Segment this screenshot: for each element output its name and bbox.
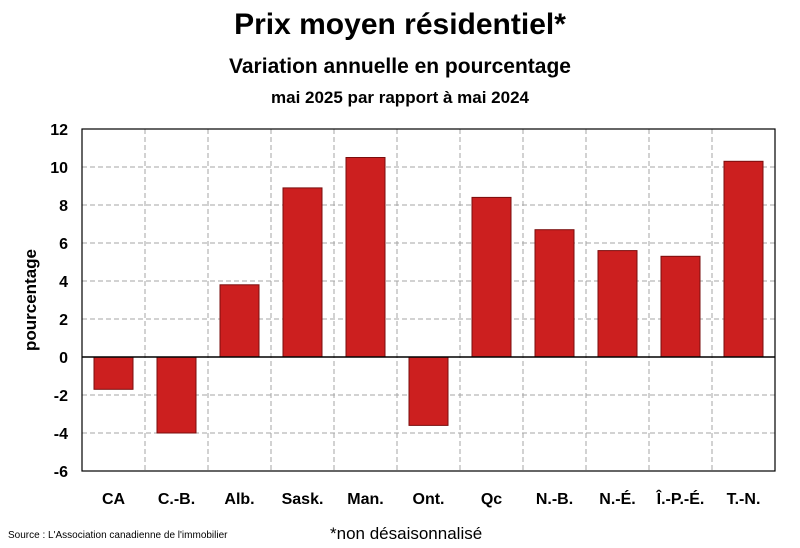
y-tick-label: 6 <box>59 236 68 253</box>
bar-8 <box>534 229 575 358</box>
x-category-label: Sask. <box>282 491 324 508</box>
bar-9 <box>597 250 638 358</box>
y-tick-label: 2 <box>59 312 68 329</box>
bar-5 <box>345 157 386 358</box>
y-tick-label: -4 <box>54 426 68 443</box>
x-category-label: Î.-P.-É. <box>656 489 705 508</box>
bar-4 <box>282 187 323 358</box>
plot-frame <box>81 128 776 472</box>
x-category-label: Alb. <box>224 491 254 508</box>
chart-title: Prix moyen résidentiel* <box>234 8 566 41</box>
y-tick-label: 0 <box>59 350 68 367</box>
bar-2 <box>156 356 197 434</box>
x-category-label: N.-É. <box>599 489 635 508</box>
x-category-label: T.-N. <box>727 491 761 508</box>
y-tick-label: -2 <box>54 388 68 405</box>
x-category-label: Ont. <box>413 491 445 508</box>
x-category-label: N.-B. <box>536 491 573 508</box>
bar-11 <box>723 160 764 358</box>
bar-10 <box>660 255 701 358</box>
footnote: *non désaisonnalisé <box>330 524 483 543</box>
x-category-label: Qc <box>481 491 502 508</box>
chart-period: mai 2025 par rapport à mai 2024 <box>271 88 529 107</box>
x-category-label: C.-B. <box>158 491 195 508</box>
y-tick-label: -6 <box>54 464 68 481</box>
y-tick-label: 10 <box>50 160 68 177</box>
y-tick-label: 4 <box>59 274 68 291</box>
bar-6 <box>408 356 449 426</box>
bar-1 <box>93 356 134 390</box>
source-note: Source : L'Association canadienne de l'i… <box>8 530 228 541</box>
x-category-label: CA <box>102 491 126 508</box>
y-tick-label: 8 <box>59 198 68 215</box>
bar-3 <box>219 284 260 358</box>
y-tick-label: 12 <box>50 122 68 139</box>
x-category-label: Man. <box>347 491 383 508</box>
bar-7 <box>471 196 512 358</box>
y-axis-label: pourcentage <box>21 249 40 351</box>
chart-subtitle: Variation annuelle en pourcentage <box>229 55 571 78</box>
